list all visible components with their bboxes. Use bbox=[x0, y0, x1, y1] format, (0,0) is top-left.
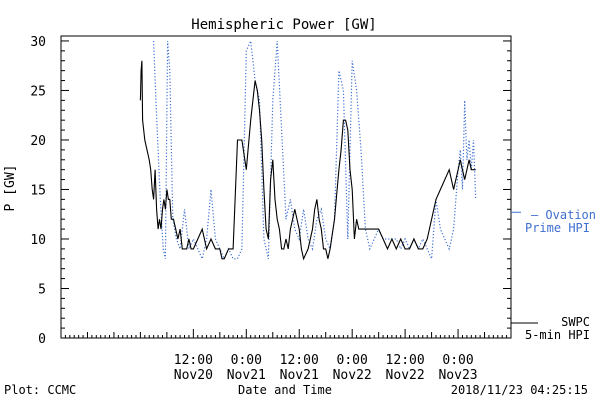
x-tick-label-time: 0:00 bbox=[442, 353, 473, 368]
ovation-prime-legend-line1: — Ovation bbox=[531, 208, 596, 222]
plot-timestamp: 2018/11/23 04:25:15 bbox=[450, 383, 588, 397]
y-tick-label: 25 bbox=[30, 84, 46, 99]
x-tick-label-date: Nov22 bbox=[386, 368, 425, 383]
swpc-series-line bbox=[139, 60, 476, 261]
x-tick-label-date: Nov20 bbox=[174, 368, 213, 383]
y-axis-label: P [GW] bbox=[3, 165, 18, 212]
y-tick-label: 20 bbox=[30, 134, 46, 149]
ovation-prime-legend-line2: Prime HPI bbox=[525, 221, 590, 235]
x-tick-label-date: Nov21 bbox=[227, 368, 266, 383]
x-tick-label-time: 12:00 bbox=[174, 353, 213, 368]
ovation-prime-series-line bbox=[153, 38, 477, 261]
y-tick-label: 5 bbox=[38, 282, 46, 297]
swpc-legend-line1: SWPC bbox=[561, 315, 590, 329]
x-tick-label-date: Nov23 bbox=[438, 368, 477, 383]
plot-series bbox=[139, 38, 477, 261]
y-tick-label: 10 bbox=[30, 233, 46, 248]
x-tick-label-date: Nov22 bbox=[333, 368, 372, 383]
chart-title: Hemispheric Power [GW] bbox=[191, 17, 376, 33]
x-axis-label: Date and Time bbox=[238, 383, 332, 397]
plot-credit: Plot: CCMC bbox=[4, 383, 77, 397]
y-tick-label: 15 bbox=[30, 183, 46, 198]
plot-frame bbox=[60, 35, 512, 339]
x-tick-label-time: 0:00 bbox=[231, 353, 262, 368]
swpc-legend-line2: 5-min HPI bbox=[525, 328, 590, 342]
x-tick-label-time: 0:00 bbox=[337, 353, 368, 368]
x-tick-label-time: 12:00 bbox=[280, 353, 319, 368]
x-tick-label-date: Nov21 bbox=[280, 368, 319, 383]
y-axis: 0 5 10 15 20 25 30 bbox=[30, 35, 511, 347]
x-tick-label-time: 12:00 bbox=[386, 353, 425, 368]
x-axis: 12:00Nov200:00Nov2112:00Nov210:00Nov2212… bbox=[60, 329, 512, 383]
y-tick-label: 30 bbox=[30, 35, 46, 50]
y-tick-label: 0 bbox=[38, 332, 46, 347]
